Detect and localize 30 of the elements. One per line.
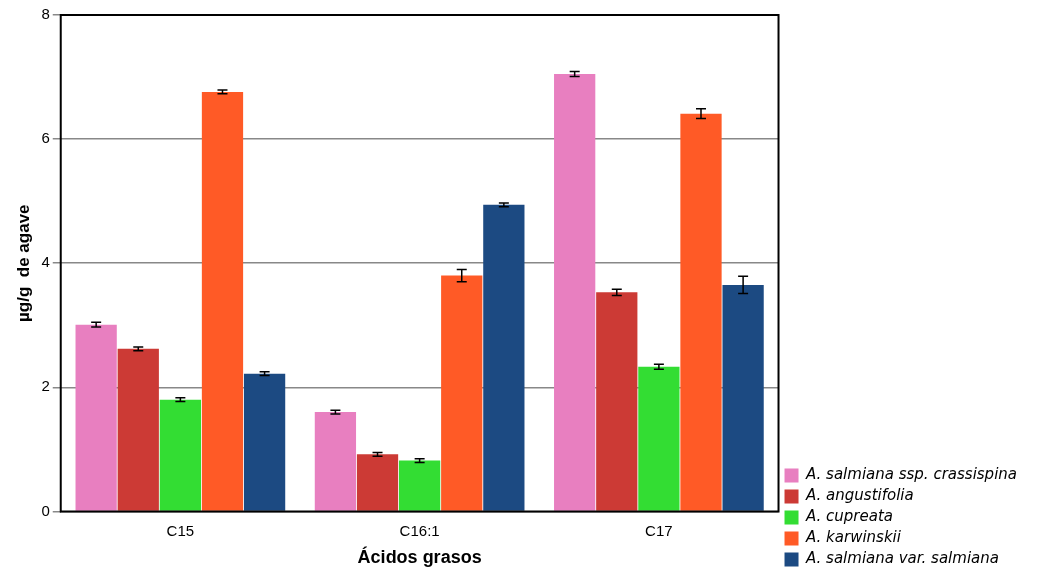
bar xyxy=(117,348,159,511)
bar xyxy=(243,373,286,511)
legend-label: A. cupreata xyxy=(805,507,894,526)
legend-label: A. angustifolia xyxy=(805,486,914,505)
bar xyxy=(159,399,202,511)
bar xyxy=(399,460,441,511)
bar xyxy=(483,204,525,511)
bar xyxy=(554,73,596,511)
y-tick-label: 2 xyxy=(41,377,50,395)
bar xyxy=(314,412,357,511)
legend-label: A. salmiana ssp. crassispina xyxy=(805,465,1017,484)
y-tick-label: 0 xyxy=(41,501,50,519)
y-tick-label: 6 xyxy=(41,129,50,147)
x-tick-label: C17 xyxy=(645,521,673,539)
bar xyxy=(638,366,680,511)
y-tick-label: 4 xyxy=(41,253,50,271)
bar xyxy=(722,284,764,511)
bar xyxy=(441,275,483,511)
x-tick-label: C15 xyxy=(166,521,195,539)
x-axis-title: Ácidos grasos xyxy=(357,546,482,568)
bar xyxy=(356,454,399,511)
x-tick-label: C16:1 xyxy=(399,521,440,539)
bar xyxy=(680,113,722,511)
legend-label: A. karwinskii xyxy=(805,528,902,547)
y-axis-title: µg/g de agave xyxy=(13,204,33,322)
legend-label: A. salmiana var. salmiana xyxy=(805,549,999,568)
bar xyxy=(596,292,638,511)
y-tick-label: 8 xyxy=(41,5,50,23)
bar xyxy=(75,324,117,511)
bar xyxy=(201,91,244,511)
